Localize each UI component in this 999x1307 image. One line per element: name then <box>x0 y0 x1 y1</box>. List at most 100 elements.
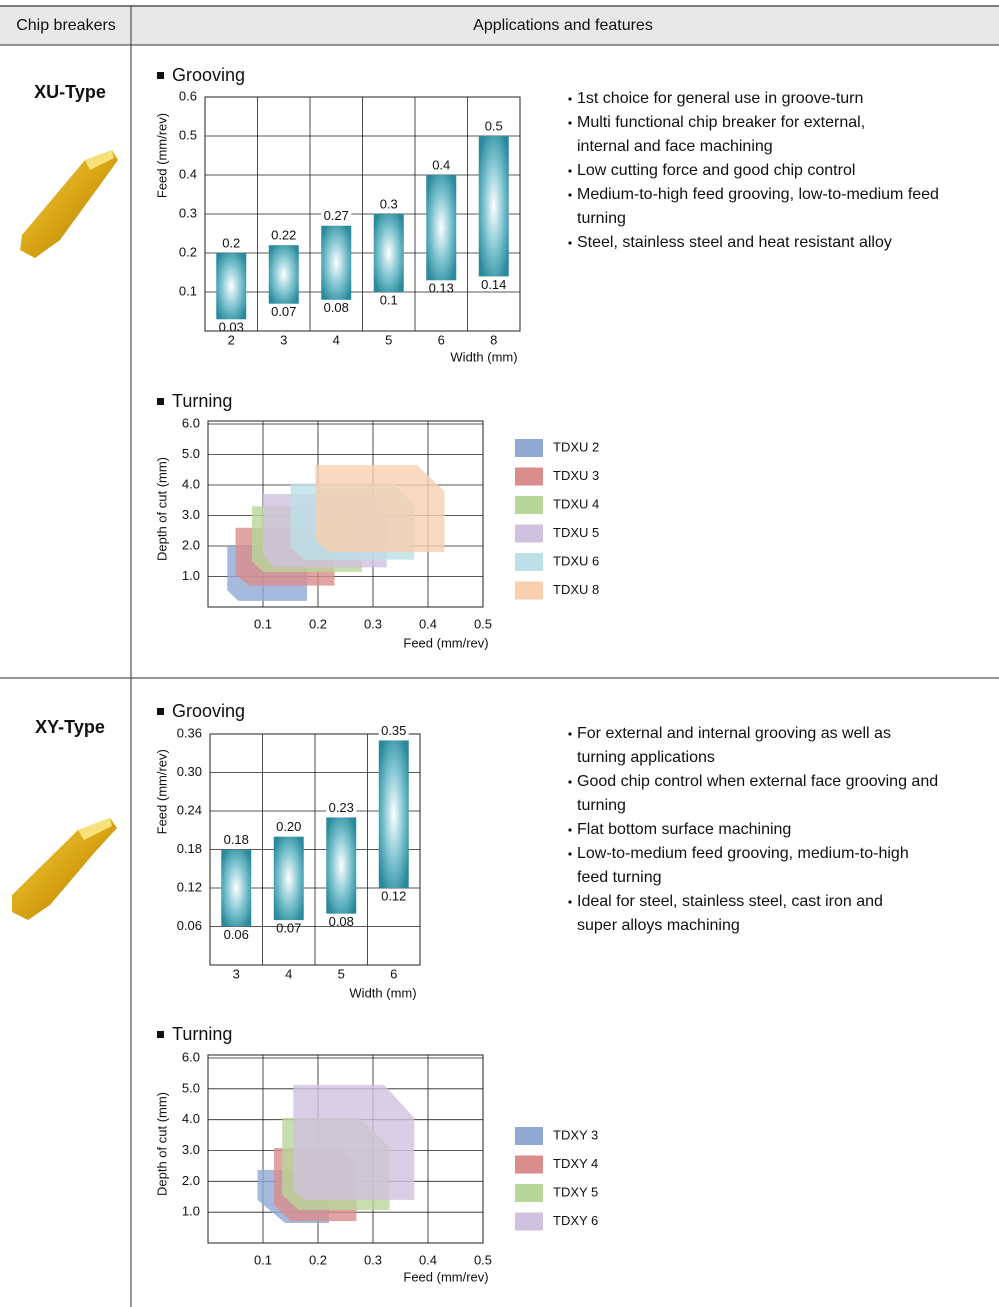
title-marker <box>157 72 164 79</box>
x-tick-label: 0.1 <box>254 616 272 631</box>
x-axis-label: Feed (mm/rev) <box>403 1269 488 1284</box>
chart-title: Grooving <box>172 701 245 721</box>
value-label: 0.03 <box>219 320 244 335</box>
range-bar <box>373 214 404 292</box>
value-label: 0.23 <box>329 800 354 815</box>
y-tick-label: 5.0 <box>182 446 200 461</box>
legend-swatch <box>515 1212 543 1231</box>
chart-title: Turning <box>172 1024 232 1044</box>
chart-title: Grooving <box>172 65 245 85</box>
y-tick-label: 0.5 <box>179 127 197 142</box>
type-label: XY-Type <box>35 717 105 737</box>
x-tick-label: 5 <box>338 966 345 981</box>
value-label: 0.08 <box>329 914 354 929</box>
x-tick-label: 0.5 <box>474 616 492 631</box>
header-band <box>0 6 999 45</box>
label-bg <box>273 819 304 835</box>
feature-text: Ideal for steel, stainless steel, cast i… <box>577 893 883 910</box>
value-label: 0.14 <box>481 277 506 292</box>
range-bar <box>273 836 304 921</box>
y-tick-label: 0.18 <box>177 841 202 856</box>
x-tick-label: 0.3 <box>364 1252 382 1267</box>
insert-image <box>20 150 118 258</box>
feature-text: Good chip control when external face gro… <box>577 773 938 790</box>
x-tick-label: 3 <box>233 966 240 981</box>
y-tick-label: 0.2 <box>179 244 197 259</box>
bullet <box>568 732 572 736</box>
header-cell: Chip breakers <box>16 17 116 34</box>
legend-swatch <box>515 581 543 600</box>
title-marker <box>157 1031 164 1038</box>
legend-label: TDXY 4 <box>553 1156 598 1171</box>
x-tick-label: 0.1 <box>254 1252 272 1267</box>
range-bar <box>378 740 409 888</box>
bullet <box>568 828 572 832</box>
bullet <box>568 852 572 856</box>
x-tick-label: 0.3 <box>364 616 382 631</box>
feature-text: turning applications <box>577 749 715 766</box>
x-axis-label: Feed (mm/rev) <box>403 635 488 650</box>
y-tick-label: 2.0 <box>182 537 200 552</box>
legend-swatch <box>515 1127 543 1145</box>
plot-frame <box>207 1054 484 1244</box>
bullet <box>568 169 572 173</box>
x-axis-label: Width (mm) <box>349 985 416 1000</box>
legend-label: TDXU 6 <box>553 553 599 568</box>
type-label: XU-Type <box>34 82 106 102</box>
value-label: 0.2 <box>222 235 240 250</box>
value-label: 0.06 <box>224 927 249 942</box>
value-label: 0.3 <box>380 196 398 211</box>
feature-text: 1st choice for general use in groove-tur… <box>577 90 863 107</box>
x-tick-label: 0.5 <box>474 1252 492 1267</box>
label-bg <box>373 197 404 212</box>
range-bar <box>221 849 252 927</box>
bullet <box>568 193 572 197</box>
y-tick-label: 5.0 <box>182 1080 200 1095</box>
y-axis-label: Feed (mm/rev) <box>154 749 169 834</box>
feature-text: internal and face machining <box>577 138 773 155</box>
feature-text: Low-to-medium feed grooving, medium-to-h… <box>577 845 909 862</box>
legend-label: TDXU 3 <box>553 468 599 483</box>
header-cell: Applications and features <box>473 17 653 34</box>
x-tick-label: 4 <box>333 332 340 347</box>
feature-text: super alloys machining <box>577 917 740 934</box>
y-tick-label: 3.0 <box>182 1142 200 1157</box>
bullet <box>568 241 572 245</box>
legend-swatch <box>515 439 543 457</box>
y-axis-label: Depth of cut (mm) <box>154 1092 169 1196</box>
label-bg <box>221 832 252 848</box>
y-tick-label: 0.30 <box>177 764 202 779</box>
y-axis-label: Depth of cut (mm) <box>154 457 169 561</box>
y-tick-label: 2.0 <box>182 1173 200 1188</box>
y-tick-label: 0.06 <box>177 918 202 933</box>
legend-label: TDXY 3 <box>553 1127 598 1142</box>
chart-title: Turning <box>172 391 232 411</box>
legend-label: TDXU 5 <box>553 525 599 540</box>
feature-text: Flat bottom surface machining <box>577 821 791 838</box>
feature-text: turning <box>577 797 626 814</box>
range-bar <box>321 225 352 300</box>
bullet <box>568 900 572 904</box>
y-tick-label: 0.3 <box>179 205 197 220</box>
legend-swatch <box>515 524 543 543</box>
y-tick-label: 0.1 <box>179 283 197 298</box>
feature-text: feed turning <box>577 869 662 886</box>
region <box>315 465 445 553</box>
legend-swatch <box>515 1184 543 1202</box>
legend-swatch <box>515 1155 543 1174</box>
y-tick-label: 0.12 <box>177 879 202 894</box>
label-bg <box>216 236 247 251</box>
legend-label: TDXU 4 <box>553 496 599 511</box>
legend-swatch <box>515 467 543 486</box>
x-tick-label: 6 <box>390 966 397 981</box>
bullet <box>568 121 572 125</box>
y-tick-label: 4.0 <box>182 1111 200 1126</box>
feature-text: For external and internal grooving as we… <box>577 725 891 742</box>
legend-label: TDXU 8 <box>553 582 599 597</box>
legend-label: TDXU 2 <box>553 439 599 454</box>
label-bg <box>378 723 409 739</box>
y-tick-label: 4.0 <box>182 476 200 491</box>
value-label: 0.07 <box>276 921 301 936</box>
x-tick-label: 5 <box>385 332 392 347</box>
y-tick-label: 1.0 <box>182 568 200 583</box>
